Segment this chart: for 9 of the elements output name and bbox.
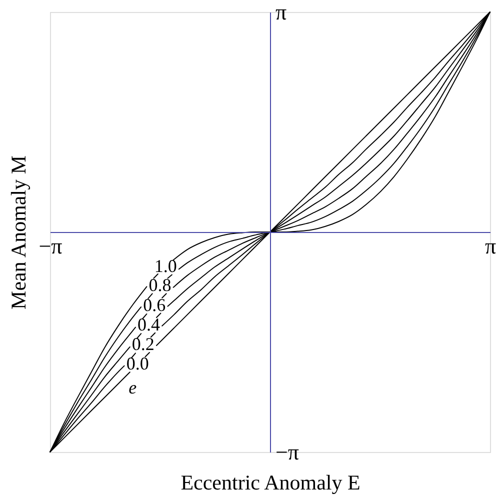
series-label: 0.4 (138, 314, 160, 335)
y-axis-title: Mean Anomaly M (6, 155, 30, 310)
series-label: 1.0 (154, 256, 177, 276)
series-label: 0.2 (132, 334, 154, 354)
x-axis-title: Eccentric Anomaly E (180, 470, 360, 494)
legend-title: e (128, 377, 137, 398)
series-label: 0.0 (126, 353, 149, 374)
series-label: 0.6 (143, 294, 166, 315)
series-label: 0.8 (148, 274, 172, 295)
